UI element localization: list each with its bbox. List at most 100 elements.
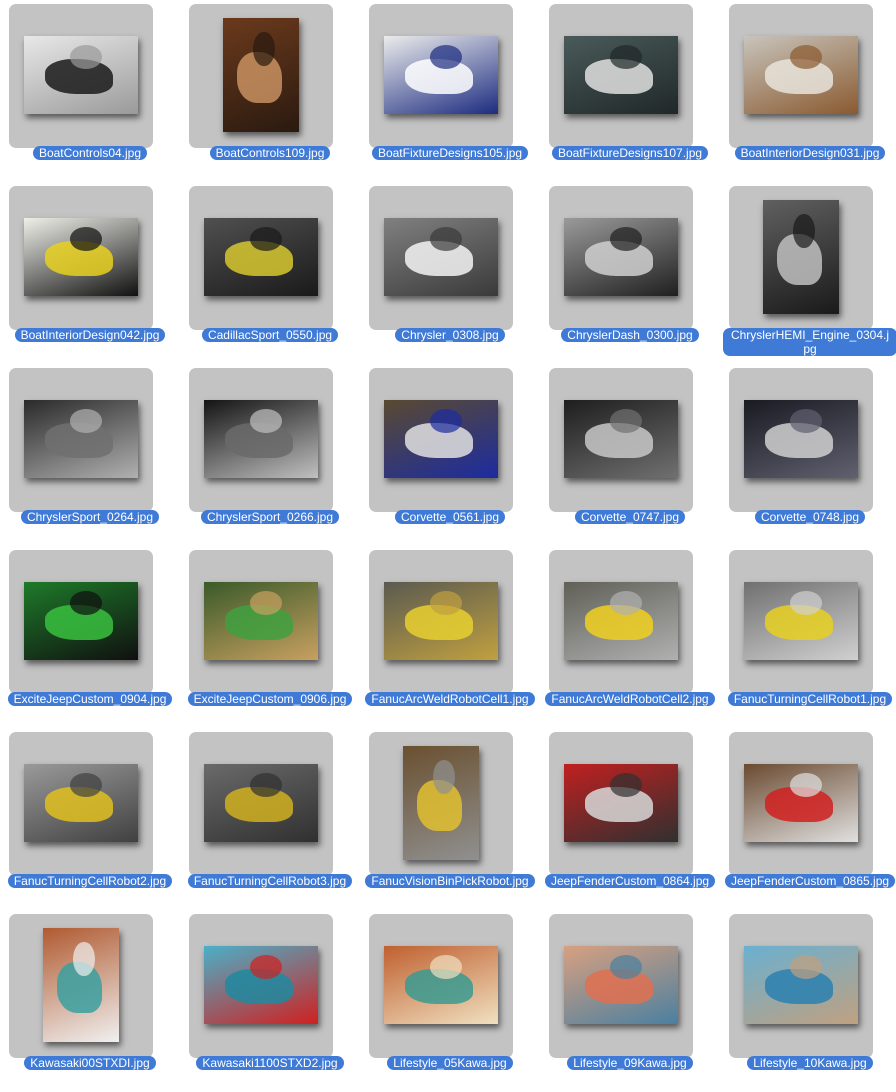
image-thumbnail[interactable] (384, 36, 498, 114)
image-thumbnail[interactable] (744, 764, 858, 842)
file-item[interactable]: ChryslerHEMI_Engine_0304.jpg (720, 182, 896, 364)
thumbnail-frame[interactable] (729, 914, 873, 1058)
file-item[interactable]: ChryslerSport_0264.jpg (0, 364, 180, 546)
file-item[interactable]: Chrysler_0308.jpg (360, 182, 540, 364)
image-thumbnail[interactable] (564, 764, 678, 842)
file-item[interactable]: FanucArcWeldRobotCell2.jpg (540, 546, 720, 728)
image-thumbnail[interactable] (24, 36, 138, 114)
image-thumbnail[interactable] (204, 946, 318, 1024)
file-name-label[interactable]: ExciteJeepCustom_0904.jpg (0, 692, 180, 706)
thumbnail-frame[interactable] (189, 4, 333, 148)
image-thumbnail[interactable] (564, 400, 678, 478)
thumbnail-frame[interactable] (369, 732, 513, 876)
image-thumbnail[interactable] (403, 746, 479, 860)
thumbnail-frame[interactable] (9, 186, 153, 330)
file-name-label[interactable]: CadillacSport_0550.jpg (180, 328, 360, 342)
file-item[interactable]: BoatControls109.jpg (180, 0, 360, 182)
file-name-label[interactable]: ExciteJeepCustom_0906.jpg (180, 692, 360, 706)
file-name-label[interactable]: Corvette_0748.jpg (720, 510, 896, 524)
file-item[interactable]: Corvette_0561.jpg (360, 364, 540, 546)
file-name-label[interactable]: BoatControls109.jpg (180, 146, 360, 160)
thumbnail-frame[interactable] (549, 4, 693, 148)
file-name-label[interactable]: BoatFixtureDesigns107.jpg (540, 146, 720, 160)
file-item[interactable]: JeepFenderCustom_0865.jpg (720, 728, 896, 910)
thumbnail-frame[interactable] (729, 732, 873, 876)
image-thumbnail[interactable] (24, 400, 138, 478)
file-item[interactable]: CadillacSport_0550.jpg (180, 182, 360, 364)
file-name-label[interactable]: Lifestyle_09Kawa.jpg (540, 1056, 720, 1070)
file-name-label[interactable]: ChryslerDash_0300.jpg (540, 328, 720, 342)
thumbnail-frame[interactable] (189, 368, 333, 512)
file-name-label[interactable]: Corvette_0747.jpg (540, 510, 720, 524)
file-item[interactable]: BoatInteriorDesign031.jpg (720, 0, 896, 182)
file-item[interactable]: JeepFenderCustom_0864.jpg (540, 728, 720, 910)
image-thumbnail[interactable] (24, 764, 138, 842)
thumbnail-frame[interactable] (549, 550, 693, 694)
image-thumbnail[interactable] (384, 946, 498, 1024)
thumbnail-frame[interactable] (189, 186, 333, 330)
file-item[interactable]: Lifestyle_09Kawa.jpg (540, 910, 720, 1092)
file-name-label[interactable]: BoatFixtureDesigns105.jpg (360, 146, 540, 160)
thumbnail-frame[interactable] (9, 368, 153, 512)
image-thumbnail[interactable] (204, 582, 318, 660)
image-thumbnail[interactable] (204, 764, 318, 842)
image-thumbnail[interactable] (763, 200, 839, 314)
file-item[interactable]: ExciteJeepCustom_0904.jpg (0, 546, 180, 728)
thumbnail-frame[interactable] (729, 186, 873, 330)
file-name-label[interactable]: ChryslerSport_0266.jpg (180, 510, 360, 524)
file-name-label[interactable]: JeepFenderCustom_0864.jpg (540, 874, 720, 888)
file-item[interactable]: BoatFixtureDesigns105.jpg (360, 0, 540, 182)
file-name-label[interactable]: Kawasaki00STXDI.jpg (0, 1056, 180, 1070)
file-item[interactable]: FanucTurningCellRobot2.jpg (0, 728, 180, 910)
file-name-label[interactable]: Kawasaki1100STXD2.jpg (180, 1056, 360, 1070)
file-item[interactable]: Corvette_0748.jpg (720, 364, 896, 546)
image-thumbnail[interactable] (384, 400, 498, 478)
file-item[interactable]: ChryslerSport_0266.jpg (180, 364, 360, 546)
file-item[interactable]: FanucTurningCellRobot3.jpg (180, 728, 360, 910)
image-thumbnail[interactable] (24, 218, 138, 296)
file-item[interactable]: FanucArcWeldRobotCell1.jpg (360, 546, 540, 728)
image-thumbnail[interactable] (223, 18, 299, 132)
image-thumbnail[interactable] (204, 400, 318, 478)
image-thumbnail[interactable] (43, 928, 119, 1042)
file-item[interactable]: Corvette_0747.jpg (540, 364, 720, 546)
file-name-label[interactable]: FanucTurningCellRobot2.jpg (0, 874, 180, 888)
thumbnail-frame[interactable] (729, 368, 873, 512)
file-item[interactable]: Lifestyle_10Kawa.jpg (720, 910, 896, 1092)
thumbnail-frame[interactable] (189, 550, 333, 694)
file-name-label[interactable]: FanucArcWeldRobotCell2.jpg (540, 692, 720, 706)
file-name-label[interactable]: Lifestyle_10Kawa.jpg (720, 1056, 896, 1070)
file-name-label[interactable]: FanucTurningCellRobot1.jpg (720, 692, 896, 706)
file-name-label[interactable]: BoatInteriorDesign031.jpg (720, 146, 896, 160)
file-name-label[interactable]: ChryslerHEMI_Engine_0304.jpg (720, 328, 896, 356)
file-item[interactable]: Kawasaki1100STXD2.jpg (180, 910, 360, 1092)
thumbnail-frame[interactable] (369, 4, 513, 148)
thumbnail-frame[interactable] (369, 368, 513, 512)
file-item[interactable]: BoatInteriorDesign042.jpg (0, 182, 180, 364)
file-item[interactable]: BoatFixtureDesigns107.jpg (540, 0, 720, 182)
image-thumbnail[interactable] (564, 36, 678, 114)
file-name-label[interactable]: JeepFenderCustom_0865.jpg (720, 874, 896, 888)
thumbnail-frame[interactable] (369, 914, 513, 1058)
file-name-label[interactable]: FanucVisionBinPickRobot.jpg (360, 874, 540, 888)
file-item[interactable]: Lifestyle_05Kawa.jpg (360, 910, 540, 1092)
thumbnail-frame[interactable] (369, 186, 513, 330)
file-name-label[interactable]: BoatInteriorDesign042.jpg (0, 328, 180, 342)
file-item[interactable]: BoatControls04.jpg (0, 0, 180, 182)
thumbnail-frame[interactable] (9, 4, 153, 148)
image-thumbnail[interactable] (564, 582, 678, 660)
file-name-label[interactable]: Lifestyle_05Kawa.jpg (360, 1056, 540, 1070)
file-item[interactable]: ChryslerDash_0300.jpg (540, 182, 720, 364)
thumbnail-frame[interactable] (549, 732, 693, 876)
file-name-label[interactable]: Chrysler_0308.jpg (360, 328, 540, 342)
image-thumbnail[interactable] (384, 218, 498, 296)
image-thumbnail[interactable] (564, 218, 678, 296)
file-name-label[interactable]: FanucArcWeldRobotCell1.jpg (360, 692, 540, 706)
file-name-label[interactable]: ChryslerSport_0264.jpg (0, 510, 180, 524)
image-thumbnail[interactable] (744, 582, 858, 660)
thumbnail-frame[interactable] (549, 186, 693, 330)
file-item[interactable]: FanucTurningCellRobot1.jpg (720, 546, 896, 728)
file-item[interactable]: Kawasaki00STXDI.jpg (0, 910, 180, 1092)
image-thumbnail[interactable] (744, 400, 858, 478)
file-name-label[interactable]: Corvette_0561.jpg (360, 510, 540, 524)
